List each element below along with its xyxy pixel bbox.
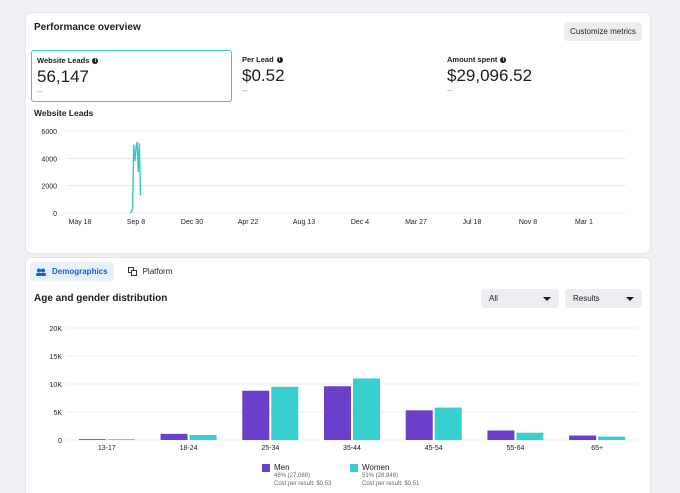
- metric-comparison: --: [447, 86, 453, 95]
- x-tick-label: 35-44: [343, 445, 361, 452]
- website-leads-line-chart: 0 2000 4000 6000 May 18 Sep 8 Dec 30 Apr 22 Aug …: [41, 129, 626, 226]
- x-tick-label: Mar 27: [405, 219, 427, 226]
- legend-cost: Cost per result: $0.51: [362, 481, 420, 487]
- men-swatch: [262, 463, 270, 472]
- people-icon: [36, 268, 46, 276]
- x-tick-label: Nov 8: [519, 219, 537, 226]
- platform-icon: [127, 267, 137, 276]
- line-chart-title: Website Leads: [34, 108, 94, 118]
- info-icon[interactable]: i: [500, 56, 507, 63]
- distribution-title: Age and gender distribution: [34, 293, 168, 304]
- x-tick-label: Aug 13: [293, 219, 315, 226]
- bar-men: [405, 410, 433, 440]
- x-tick-label: 65+: [591, 445, 603, 452]
- bar-men: [324, 386, 351, 440]
- performance-overview-card: Performance overview Customize metrics W…: [26, 13, 650, 253]
- bar-women: [107, 439, 135, 440]
- x-tick-label: Dec 30: [181, 219, 203, 226]
- bar-men: [160, 433, 188, 440]
- filter-value: All: [489, 294, 498, 303]
- y-tick-label: 2000: [41, 184, 57, 191]
- series-line: [129, 141, 142, 214]
- performance-title: Performance overview: [34, 22, 141, 33]
- y-tick-label: 0: [53, 211, 57, 218]
- info-icon[interactable]: i: [276, 56, 283, 63]
- x-tick-label: Jul 18: [463, 219, 482, 226]
- metric-select-value: Results: [573, 294, 600, 303]
- metric-per-lead[interactable]: Per Lead i $0.52 --: [242, 50, 432, 102]
- customize-metrics-button[interactable]: Customize metrics: [564, 22, 642, 41]
- bar-women: [516, 432, 544, 440]
- x-tick-label: 18-24: [180, 445, 198, 452]
- metric-comparison: --: [242, 86, 248, 95]
- bar-women: [598, 436, 626, 440]
- x-tick-label: 13-17: [98, 445, 116, 452]
- age-gender-bar-chart: 0 5K 10K 15K 20K 13-17 18-24 25-34 35-44 45-54 55-…: [50, 326, 638, 452]
- metric-value: $29,096.52: [447, 66, 533, 85]
- metric-value: $0.52: [242, 66, 285, 85]
- y-tick-label: 20K: [50, 326, 63, 333]
- demographics-card: Demographics Platform Age and gender dis…: [26, 258, 650, 493]
- legend-men[interactable]: Men 48% (27,088) Cost per result: $0.53: [262, 463, 331, 488]
- y-tick-label: 4000: [41, 156, 57, 163]
- x-tick-label: 55-64: [506, 445, 524, 452]
- metric-select[interactable]: Results: [565, 289, 642, 308]
- x-tick-label: Apr 22: [238, 219, 259, 226]
- x-tick-label: 25-34: [261, 445, 279, 452]
- legend-cost: Cost per result: $0.53: [274, 481, 332, 487]
- metric-comparison: --: [37, 87, 43, 96]
- metric-website-leads[interactable]: Website Leads i 56,147 --: [31, 50, 232, 102]
- legend-name: Men: [274, 463, 290, 472]
- chevron-down-icon: [543, 296, 551, 301]
- legend-women[interactable]: Women 51% (28,848) Cost per result: $0.5…: [350, 463, 419, 488]
- y-tick-label: 6000: [41, 129, 57, 136]
- bar-women: [434, 407, 462, 440]
- metric-label: Amount spent: [447, 55, 498, 64]
- bar-women: [353, 378, 380, 440]
- x-tick-label: Sep 8: [127, 219, 145, 226]
- legend-name: Women: [362, 463, 390, 472]
- y-tick-label: 10K: [50, 382, 63, 389]
- bar-men: [487, 430, 515, 440]
- y-tick-label: 0: [58, 438, 62, 445]
- bar-men: [242, 390, 270, 440]
- info-icon[interactable]: i: [92, 57, 99, 64]
- filter-select[interactable]: All: [481, 289, 559, 308]
- metric-amount-spent[interactable]: Amount spent i $29,096.52 --: [447, 50, 637, 102]
- bar-women: [271, 386, 299, 440]
- bar-men: [569, 435, 597, 440]
- bar-men: [78, 439, 106, 440]
- bar-women: [189, 434, 217, 440]
- chevron-down-icon: [626, 296, 634, 301]
- demographics-tabs: Demographics Platform: [30, 262, 178, 281]
- y-tick-label: 15K: [50, 354, 63, 361]
- metric-value: 56,147: [37, 67, 89, 86]
- x-tick-label: 45-54: [425, 445, 443, 452]
- tab-label: Demographics: [52, 267, 108, 276]
- legend-share: 51% (28,848): [362, 473, 399, 479]
- legend-share: 48% (27,088): [274, 473, 311, 479]
- metric-label: Per Lead: [242, 55, 274, 64]
- tab-demographics[interactable]: Demographics: [30, 262, 114, 281]
- x-tick-label: May 18: [69, 219, 92, 226]
- x-tick-label: Dec 4: [351, 219, 369, 226]
- tab-platform[interactable]: Platform: [122, 262, 179, 281]
- y-tick-label: 5K: [53, 410, 62, 417]
- tab-label: Platform: [142, 267, 173, 276]
- x-tick-label: Mar 1: [575, 219, 593, 226]
- metric-label: Website Leads: [37, 56, 90, 65]
- women-swatch: [350, 463, 358, 472]
